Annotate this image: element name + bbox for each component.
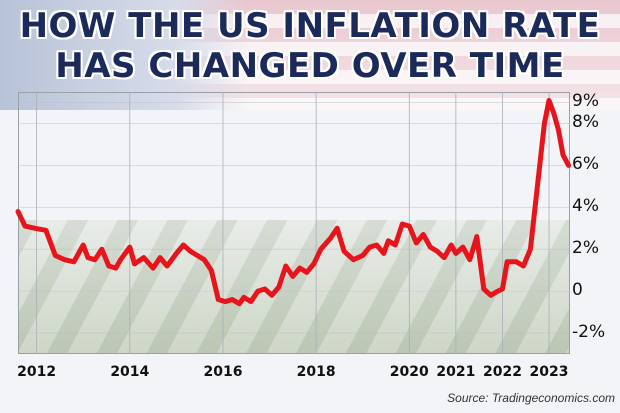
x-tick-label: 2023 — [529, 364, 569, 380]
x-tick-label: 2018 — [296, 364, 336, 380]
inflation-series-line — [15, 97, 572, 307]
y-tick-label: 2% — [572, 238, 599, 259]
y-tick-label: 8% — [572, 112, 599, 133]
y-tick-label: 9% — [572, 91, 599, 112]
vertical-gridlines — [36, 92, 550, 354]
flag-canton — [0, 0, 250, 110]
y-tick-label: 4% — [572, 196, 599, 217]
x-tick-label: 2016 — [203, 364, 243, 380]
chart-title-line-1: HOW THE US INFLATION RATE — [19, 6, 601, 46]
series-layer — [15, 97, 572, 307]
x-tick-label: 2020 — [389, 364, 429, 380]
chart-title-line-2: HAS CHANGED OVER TIME — [55, 46, 565, 86]
y-tick-label: 0 — [572, 280, 583, 301]
source-note: Source: Tradingeconomics.com — [447, 391, 615, 405]
x-tick-label: 2012 — [17, 364, 57, 380]
x-tick-label: 2014 — [110, 364, 150, 380]
horizontal-gridlines — [18, 102, 570, 334]
y-tick-label: 6% — [572, 154, 599, 175]
plot-area — [18, 92, 570, 354]
y-tick-label: -2% — [572, 322, 606, 343]
x-tick-label: 2022 — [482, 364, 522, 380]
x-tick-label: 2021 — [436, 364, 476, 380]
